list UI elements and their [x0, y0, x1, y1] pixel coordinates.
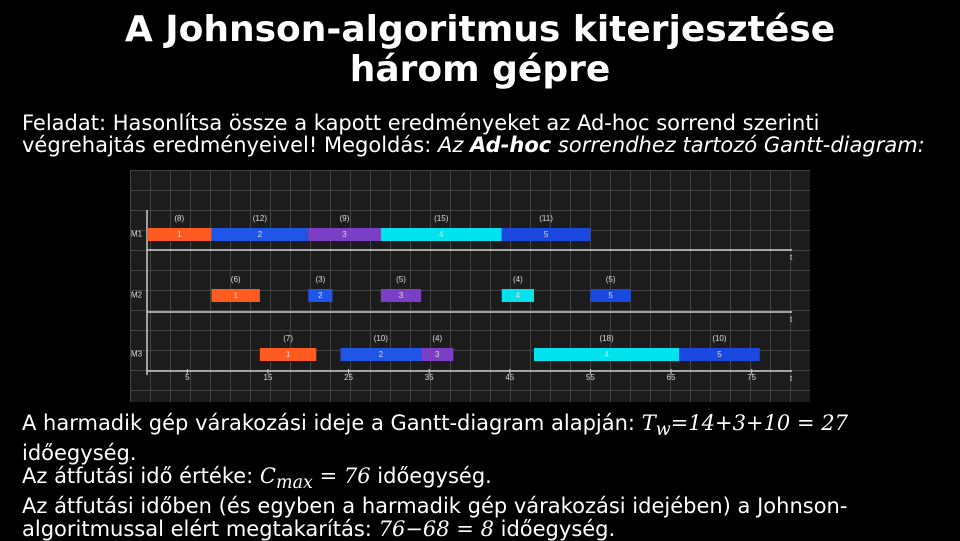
- formula-value: =14+3+10 = 27: [670, 411, 848, 435]
- formula-symbol: T: [641, 411, 656, 435]
- x-tick-label: 15: [263, 373, 272, 382]
- duration-label: (6): [231, 275, 241, 284]
- job-label: 2: [318, 291, 323, 300]
- axis-label: t: [790, 315, 793, 324]
- job-label: 2: [379, 350, 384, 359]
- formula: 76−68 = 8: [378, 517, 494, 541]
- x-tick-label: 65: [667, 373, 676, 382]
- job-bar: [534, 348, 680, 361]
- solution-text: sorrendhez tartozó Gantt-diagram:: [557, 133, 925, 157]
- axis-label: t: [790, 253, 793, 262]
- solution-text: Az: [437, 133, 464, 157]
- results: A harmadik gép várakozási ideje a Gantt-…: [22, 412, 942, 541]
- result-text: A harmadik gép várakozási ideje a Gantt-…: [22, 411, 636, 435]
- job-bar: [259, 348, 317, 361]
- duration-label: (10): [374, 334, 389, 343]
- job-label: 3: [342, 230, 347, 239]
- x-tick-label: 5: [185, 373, 190, 382]
- job-bar: [421, 348, 454, 361]
- duration-label: (12): [253, 214, 268, 223]
- duration-label: (7): [283, 334, 293, 343]
- duration-label: (18): [599, 334, 614, 343]
- job-label: 1: [286, 350, 291, 359]
- job-label: 3: [435, 350, 440, 359]
- task-text: Feladat: Hasonlítsa össze a kapott eredm…: [22, 112, 942, 156]
- job-label: 5: [717, 350, 722, 359]
- job-bar: [590, 289, 631, 302]
- formula: Cmax = 76: [259, 464, 371, 494]
- job-label: 1: [233, 291, 238, 300]
- x-tick-label: 35: [425, 373, 434, 382]
- duration-label: (3): [315, 275, 325, 284]
- duration-label: (4): [513, 275, 523, 284]
- job-label: 4: [516, 291, 521, 300]
- formula-subscript: w: [655, 420, 671, 441]
- job-bar: [501, 289, 534, 302]
- formula-symbol: C: [259, 464, 276, 489]
- axis-label: t: [790, 374, 793, 383]
- duration-label: (15): [434, 214, 449, 223]
- job-bar: [501, 228, 591, 241]
- job-bar: [679, 348, 760, 361]
- job-bar: [211, 289, 260, 302]
- job-bar: [147, 228, 212, 241]
- machine-label: M3: [131, 350, 143, 359]
- job-bar: [380, 289, 422, 302]
- formula: Tw=14+3+10 = 27: [641, 411, 848, 441]
- unit: időegység.: [500, 517, 616, 541]
- duration-label: (5): [606, 275, 616, 284]
- job-label: 5: [544, 230, 549, 239]
- job-label: 5: [608, 291, 613, 300]
- job-bar: [308, 289, 333, 302]
- slide-title: A Johnson-algoritmus kiterjesztése három…: [124, 9, 836, 90]
- result-line: Az átfutási időben (és egyben a harmadik…: [22, 495, 942, 541]
- duration-label: (5): [396, 275, 406, 284]
- machine-label: M1: [131, 230, 143, 239]
- x-tick-label: 45: [505, 373, 514, 382]
- unit: időegység.: [377, 464, 492, 489]
- job-bar: [380, 228, 502, 241]
- machine-label: M2: [131, 291, 143, 300]
- result-text: Az átfutási idő értéke:: [22, 464, 254, 489]
- job-label: 4: [439, 230, 444, 239]
- formula-value: = 76: [319, 464, 371, 489]
- result-line: A harmadik gép várakozási ideje a Gantt-…: [22, 412, 942, 465]
- duration-label: (8): [174, 214, 184, 223]
- job-bar: [211, 228, 309, 241]
- job-label: 2: [258, 230, 263, 239]
- solution-label: Megoldás:: [324, 133, 432, 157]
- duration-label: (9): [340, 214, 350, 223]
- job-bar: [308, 228, 381, 241]
- x-tick-label: 25: [344, 373, 353, 382]
- duration-label: (4): [432, 334, 442, 343]
- solution-bold: Ad-hoc: [470, 133, 552, 157]
- job-label: 3: [399, 291, 404, 300]
- gantt-chart: t M1 1 (8) 2 (12) 3 (9) 4 (15) 5 (11) t M2 1 (6) 2 (3) 3 (5…: [130, 170, 810, 402]
- formula-subscript: max: [276, 473, 313, 494]
- x-tick-label: 75: [747, 373, 756, 382]
- duration-label: (10): [712, 334, 727, 343]
- duration-label: (11): [539, 214, 553, 223]
- task-intro: Feladat: Hasonlítsa össze a kapott eredm…: [22, 111, 820, 157]
- job-label: 4: [604, 350, 609, 359]
- result-line: Az átfutási idő értéke: Cmax = 76 időegy…: [22, 465, 942, 495]
- unit: időegység.: [22, 441, 137, 466]
- result-text: Az átfutási időben (és egyben a harmadik…: [22, 494, 848, 541]
- job-bar: [340, 348, 422, 361]
- x-tick-label: 55: [586, 373, 595, 382]
- job-label: 1: [177, 230, 182, 239]
